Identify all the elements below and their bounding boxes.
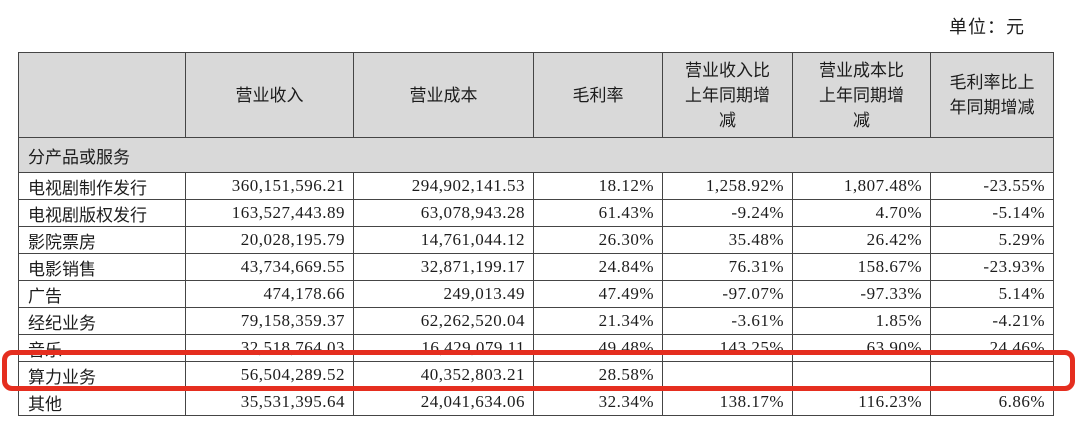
cell-margin: 32.34%	[533, 388, 663, 416]
row-label: 经纪业务	[18, 307, 186, 335]
cell-revenue: 163,527,443.89	[185, 199, 354, 227]
cell-cost: 16,429,079.11	[353, 334, 534, 362]
cell-cost-change	[792, 361, 931, 389]
cell-revenue: 360,151,596.21	[185, 172, 354, 200]
cell-cost: 294,902,141.53	[353, 172, 534, 200]
cell-cost-change: 63.90%	[792, 334, 931, 362]
table-row: 电视剧版权发行 163,527,443.89 63,078,943.28 61.43%…	[18, 199, 1054, 227]
cell-margin: 24.84%	[533, 253, 663, 281]
cell-margin: 61.43%	[533, 199, 663, 227]
table-row: 影院票房 20,028,195.79 14,761,044.12 26.30% 35.4…	[18, 226, 1054, 254]
cell-revenue-change: 76.31%	[662, 253, 793, 281]
cell-cost-change: 158.67%	[792, 253, 931, 281]
row-label: 其他	[18, 388, 186, 416]
cell-margin-change: -4.21%	[930, 307, 1054, 335]
row-label: 算力业务	[18, 361, 186, 389]
table-body: 分产品或服务 电视剧制作发行 360,151,596.21 294,902,141.…	[18, 137, 1054, 416]
cell-margin-change: -5.14%	[930, 199, 1054, 227]
cell-revenue-change: 143.25%	[662, 334, 793, 362]
header-blank	[18, 52, 186, 138]
row-label: 电影销售	[18, 253, 186, 281]
cell-margin-change: -23.55%	[930, 172, 1054, 200]
cell-revenue: 35,531,395.64	[185, 388, 354, 416]
cell-cost-change: 4.70%	[792, 199, 931, 227]
row-label: 电视剧制作发行	[18, 172, 186, 200]
cell-margin: 26.30%	[533, 226, 663, 254]
cell-cost: 24,041,634.06	[353, 388, 534, 416]
cell-cost: 32,871,199.17	[353, 253, 534, 281]
cell-margin: 49.48%	[533, 334, 663, 362]
row-label: 电视剧版权发行	[18, 199, 186, 227]
cell-margin: 18.12%	[533, 172, 663, 200]
cell-cost-change: 1,807.48%	[792, 172, 931, 200]
cell-revenue-change: 1,258.92%	[662, 172, 793, 200]
cell-margin-change: 6.86%	[930, 388, 1054, 416]
financial-table: 营业收入 营业成本 毛利率 营业收入比 上年同期增 减 营业成本比 上年同期增 …	[18, 52, 1054, 416]
cell-margin: 47.49%	[533, 280, 663, 308]
cell-cost: 62,262,520.04	[353, 307, 534, 335]
table-row: 音乐 32,518,764.03 16,429,079.11 49.48% 143.25…	[18, 334, 1054, 362]
cell-margin-change: -23.93%	[930, 253, 1054, 281]
cell-margin-change: 24.46%	[930, 334, 1054, 362]
group-row: 分产品或服务	[18, 137, 1054, 173]
header-cost: 营业成本	[353, 52, 534, 138]
table-row-highlighted: 算力业务 56,504,289.52 40,352,803.21 28.58%	[18, 361, 1054, 389]
table-row: 经纪业务 79,158,359.37 62,262,520.04 21.34% -3.6…	[18, 307, 1054, 335]
cell-revenue-change: -3.61%	[662, 307, 793, 335]
cell-revenue-change	[662, 361, 793, 389]
row-label: 广告	[18, 280, 186, 308]
cell-cost: 249,013.49	[353, 280, 534, 308]
cell-margin: 21.34%	[533, 307, 663, 335]
cell-cost: 63,078,943.28	[353, 199, 534, 227]
table-row: 电影销售 43,734,669.55 32,871,199.17 24.84% 76.3…	[18, 253, 1054, 281]
cell-revenue-change: -9.24%	[662, 199, 793, 227]
cell-revenue-change: 138.17%	[662, 388, 793, 416]
unit-label: 单位：元	[949, 17, 1025, 37]
row-label: 音乐	[18, 334, 186, 362]
cell-margin: 28.58%	[533, 361, 663, 389]
cell-margin-change: 5.29%	[930, 226, 1054, 254]
cell-revenue: 43,734,669.55	[185, 253, 354, 281]
group-row-label: 分产品或服务	[18, 137, 1054, 173]
table-row: 其他 35,531,395.64 24,041,634.06 32.34% 138.17…	[18, 388, 1054, 416]
header-revenue-change: 营业收入比 上年同期增 减	[662, 52, 793, 138]
row-label: 影院票房	[18, 226, 186, 254]
header-row: 营业收入 营业成本 毛利率 营业收入比 上年同期增 减 营业成本比 上年同期增 …	[18, 52, 1054, 138]
cell-revenue: 474,178.66	[185, 280, 354, 308]
cell-cost-change: 26.42%	[792, 226, 931, 254]
cell-cost-change: -97.33%	[792, 280, 931, 308]
cell-cost: 14,761,044.12	[353, 226, 534, 254]
cell-revenue-change: -97.07%	[662, 280, 793, 308]
header-margin: 毛利率	[533, 52, 663, 138]
cell-revenue: 32,518,764.03	[185, 334, 354, 362]
cell-revenue: 56,504,289.52	[185, 361, 354, 389]
header-margin-change: 毛利率比上 年同期增减	[930, 52, 1054, 138]
cell-margin-change: 5.14%	[930, 280, 1054, 308]
cell-cost: 40,352,803.21	[353, 361, 534, 389]
cell-cost-change: 116.23%	[792, 388, 931, 416]
table-row: 电视剧制作发行 360,151,596.21 294,902,141.53 18.12…	[18, 172, 1054, 200]
table-header: 营业收入 营业成本 毛利率 营业收入比 上年同期增 减 营业成本比 上年同期增 …	[18, 52, 1054, 138]
cell-revenue: 79,158,359.37	[185, 307, 354, 335]
cell-revenue: 20,028,195.79	[185, 226, 354, 254]
cell-margin-change	[930, 361, 1054, 389]
table-row: 广告 474,178.66 249,013.49 47.49% -97.07% -97.3…	[18, 280, 1054, 308]
cell-revenue-change: 35.48%	[662, 226, 793, 254]
header-revenue: 营业收入	[185, 52, 354, 138]
header-cost-change: 营业成本比 上年同期增 减	[792, 52, 931, 138]
cell-cost-change: 1.85%	[792, 307, 931, 335]
